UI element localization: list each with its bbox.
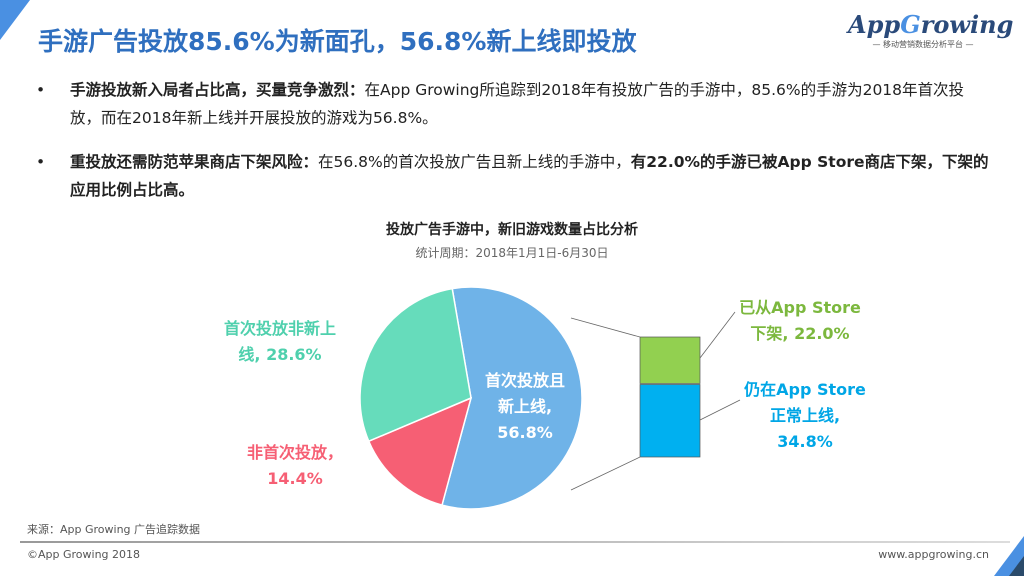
website-link[interactable]: www.appgrowing.cn [878,548,989,561]
corner-decoration-bottom [994,536,1024,576]
pie-slice-1 [367,396,473,507]
connector-line-0 [570,317,641,338]
page-title: 手游广告投放85.6%为新面孔，56.8%新上线即投放 [38,27,637,56]
connector-line-1 [570,456,641,491]
connector-line-3 [699,399,741,421]
footer-divider [20,541,1010,543]
breakdown-bar-0 [639,336,701,384]
connector-line-2 [699,311,736,359]
bullet-2: • 重投放还需防范苹果商店下架风险：在56.8%的首次投放广告且新上线的手游中，有… [36,153,989,199]
segment-label-listed: 仍在App Store正常上线, 34.8% [744,380,866,451]
slice-label-old-new: 首次投放非新上线, 28.6% [223,319,336,364]
bullet-1: • 手游投放新入局者占比高，买量竞争激烈：在App Growing所追踪到2018… [36,81,965,127]
slice-label-new: 首次投放且新上线, 56.8% [484,371,565,442]
copyright: ©App Growing 2018 [27,548,141,561]
segment-label-removed: 已从App Store下架, 22.0% [739,298,861,343]
pie-slice-2 [359,287,472,443]
corner-decoration [0,0,30,40]
breakdown-bar-1 [639,384,701,458]
slice-label-old: 非首次投放， 14.4% [246,443,343,488]
logo: AppGrowing — 移动营销数据分析平台 — [848,10,1014,49]
source-note: 来源：App Growing 广告追踪数据 [27,523,201,536]
chart-title: 投放广告手游中，新旧游戏数量占比分析 [386,222,638,238]
pie-slice-0 [441,286,583,510]
chart-subtitle: 统计周期：2018年1月1日-6月30日 [415,246,609,260]
